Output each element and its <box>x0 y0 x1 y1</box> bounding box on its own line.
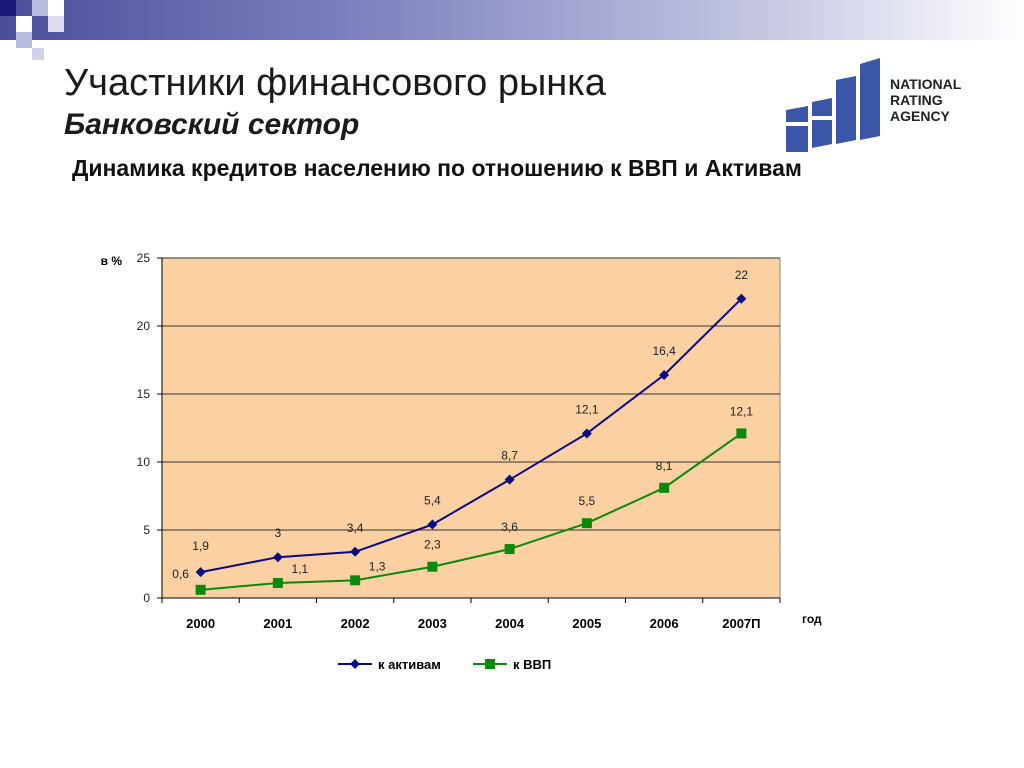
y-axis-label: в % <box>101 254 123 268</box>
data-label: 0,6 <box>172 567 189 581</box>
decor-square <box>32 48 44 60</box>
data-point <box>350 546 361 557</box>
decor-square <box>16 32 32 48</box>
decor-square <box>32 0 48 16</box>
logo-line: NATIONAL <box>890 76 962 92</box>
legend-marker <box>485 659 495 669</box>
data-label: 1,1 <box>292 562 309 576</box>
x-tick-label: 2001 <box>263 616 292 631</box>
data-label: 1,3 <box>369 559 386 573</box>
x-tick-label: 2006 <box>650 616 679 631</box>
data-point <box>736 293 747 304</box>
data-label: 5,4 <box>424 494 441 508</box>
data-point <box>427 561 438 572</box>
data-point <box>195 567 206 578</box>
data-label: 3,4 <box>347 521 364 535</box>
series-group: 1,9 3 3,4 5,4 8,7 12,1 16,4 22 0,6 1,1 1,3 2,3 3,6 5,… <box>172 268 753 595</box>
y-tick-label: 0 <box>143 591 150 605</box>
logo-line: AGENCY <box>890 108 950 124</box>
data-label: 3 <box>275 526 282 540</box>
data-label: 16,4 <box>652 344 676 358</box>
data-label: 12,1 <box>575 402 599 416</box>
page-subtitle: Банковский сектор <box>64 108 360 141</box>
data-label: 5,5 <box>579 494 596 508</box>
x-axis-label: год <box>802 612 822 626</box>
data-point <box>581 518 592 529</box>
y-axis-ticks: 0 5 10 15 20 25 <box>137 251 162 605</box>
decor-square <box>48 16 64 32</box>
decor-square <box>0 0 16 16</box>
page-title: Участники финансового рынка <box>64 62 606 104</box>
x-tick-label: 2000 <box>186 616 215 631</box>
y-tick-label: 5 <box>143 523 150 537</box>
data-point <box>350 575 361 586</box>
y-tick-label: 10 <box>137 455 151 469</box>
series-1: 1,9 3 3,4 5,4 8,7 12,1 16,4 22 <box>192 268 749 578</box>
x-tick-label: 2004 <box>495 616 525 631</box>
legend-marker <box>350 659 360 669</box>
nra-logo-icon <box>786 58 880 152</box>
series-line <box>200 298 743 574</box>
series-line <box>200 432 742 591</box>
data-label: 2,3 <box>424 538 441 552</box>
legend-item: к активам <box>338 657 441 672</box>
data-point <box>272 578 283 589</box>
plot-area <box>161 257 781 599</box>
y-tick-label: 15 <box>137 387 151 401</box>
data-point <box>659 482 670 493</box>
legend-item: к ВВП <box>473 657 551 672</box>
y-tick-label: 20 <box>137 319 151 333</box>
x-tick-label: 2007П <box>722 616 760 631</box>
grid-lines <box>162 257 780 531</box>
data-point <box>195 584 206 595</box>
x-axis-ticks: 2000 2001 2002 2003 2004 2005 2006 2007П <box>161 598 781 631</box>
data-label: 22 <box>735 268 749 282</box>
decor-square <box>16 16 32 32</box>
decor-square <box>48 0 64 16</box>
x-tick-label: 2003 <box>418 616 447 631</box>
chart-title: Динамика кредитов населению по отношению… <box>72 155 802 181</box>
data-point <box>736 428 747 439</box>
data-point <box>659 369 670 380</box>
y-tick-label: 25 <box>137 251 151 265</box>
decorative-squares <box>0 0 80 64</box>
data-label: 3,6 <box>501 520 518 534</box>
x-tick-label: 2005 <box>572 616 601 631</box>
legend: к активам к ВВП <box>338 657 551 672</box>
data-label: 8,7 <box>501 449 518 463</box>
data-label: 1,9 <box>192 539 209 553</box>
data-point <box>272 552 283 563</box>
data-point <box>504 474 515 485</box>
x-tick-label: 2002 <box>341 616 370 631</box>
series-2: 0,6 1,1 1,3 2,3 3,6 5,5 8,1 12,1 <box>172 404 754 595</box>
data-point <box>581 428 592 439</box>
logo-text: NATIONAL RATING AGENCY <box>890 76 961 124</box>
legend-label: к ВВП <box>513 657 551 672</box>
data-label: 8,1 <box>656 459 673 473</box>
data-point <box>427 519 438 530</box>
legend-label: к активам <box>378 657 441 672</box>
header-gradient-bar <box>0 0 1024 40</box>
data-point <box>504 544 515 555</box>
data-label: 12,1 <box>730 404 754 418</box>
logo-line: RATING <box>890 92 943 108</box>
